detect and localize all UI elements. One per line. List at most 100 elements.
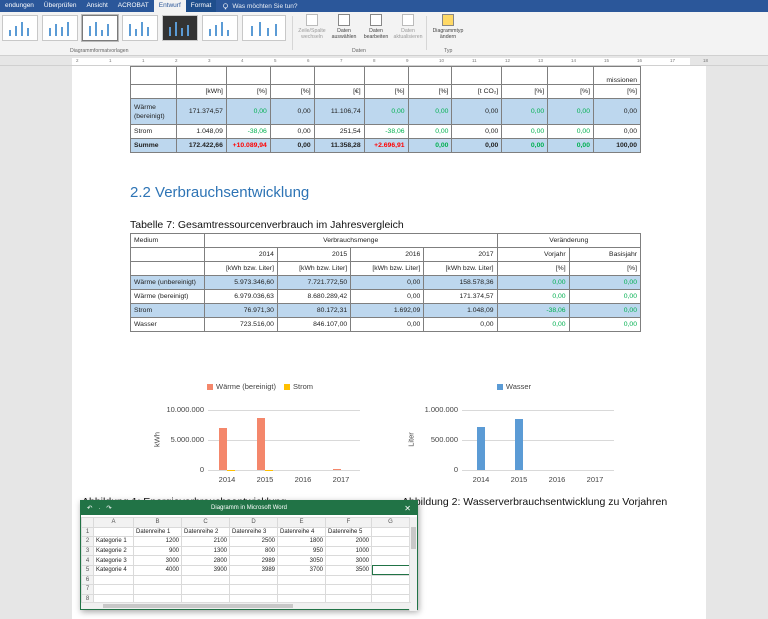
grid-cell[interactable] bbox=[277, 574, 326, 586]
horizontal-scrollbar[interactable] bbox=[81, 602, 411, 609]
grid-cell[interactable] bbox=[371, 536, 410, 547]
row-header[interactable]: 6 bbox=[81, 574, 94, 586]
grid-cell[interactable]: Kategorie 3 bbox=[93, 555, 134, 566]
switch-row-column-button[interactable]: Zeile/Spalte wechseln bbox=[296, 14, 328, 40]
grid-cell[interactable]: 3000 bbox=[325, 555, 372, 566]
column-header[interactable]: E bbox=[277, 517, 326, 528]
edit-data-button[interactable]: Daten bearbeiten bbox=[360, 14, 392, 40]
grid-cell[interactable]: 2500 bbox=[229, 536, 278, 547]
grid-cell[interactable] bbox=[133, 584, 182, 595]
row-header[interactable]: 7 bbox=[81, 584, 94, 595]
table-cell: 0,00 bbox=[451, 138, 503, 153]
column-header[interactable]: F bbox=[325, 517, 372, 528]
energy-chart[interactable]: Wärme (bereinigt) Strom 0 5.000.000 10.000.0… bbox=[150, 382, 370, 492]
grid-cell[interactable] bbox=[181, 584, 230, 595]
grid-cell[interactable]: 1000 bbox=[325, 545, 372, 557]
column-header[interactable]: G bbox=[371, 517, 410, 528]
grid-cell[interactable]: Datenreihe 4 bbox=[277, 526, 326, 538]
grid-cell[interactable]: 3500 bbox=[325, 564, 372, 576]
tab-5[interactable]: Format bbox=[185, 0, 217, 12]
chart-style-thumb-5[interactable] bbox=[162, 15, 198, 41]
table-cell: 0,00 bbox=[547, 124, 594, 139]
grid-cell[interactable] bbox=[93, 526, 134, 538]
row-header[interactable]: 1 bbox=[81, 526, 94, 538]
grid-cell[interactable] bbox=[277, 584, 326, 595]
tab-2[interactable]: Ansicht bbox=[86, 2, 108, 9]
close-icon[interactable]: ✕ bbox=[404, 503, 411, 513]
grid-cell[interactable] bbox=[371, 555, 410, 566]
bar[interactable] bbox=[477, 426, 485, 470]
grid-cell[interactable]: Kategorie 4 bbox=[93, 564, 134, 576]
grid-cell[interactable]: 3989 bbox=[229, 564, 278, 576]
grid-cell[interactable] bbox=[229, 574, 278, 586]
grid-cell[interactable]: 2100 bbox=[181, 536, 230, 547]
grid-cell[interactable] bbox=[93, 574, 134, 586]
tab-4[interactable]: Entwurf bbox=[153, 0, 186, 12]
grid-cell[interactable]: 1300 bbox=[181, 545, 230, 557]
row-header[interactable]: 3 bbox=[81, 545, 94, 557]
chart-style-thumb-1[interactable] bbox=[2, 15, 38, 41]
column-header[interactable]: D bbox=[229, 517, 278, 528]
table-cell: 11.106,74 bbox=[313, 98, 365, 125]
chart-style-thumb-2[interactable] bbox=[42, 15, 78, 41]
grid-cell[interactable]: Datenreihe 2 bbox=[181, 526, 230, 538]
bar[interactable] bbox=[515, 419, 523, 470]
grid-cell[interactable] bbox=[371, 526, 410, 538]
grid-cell[interactable]: Kategorie 2 bbox=[93, 545, 134, 557]
grid-cell[interactable] bbox=[371, 545, 410, 557]
grid-cell[interactable] bbox=[325, 584, 372, 595]
grid-cell[interactable] bbox=[371, 574, 410, 586]
grid-cell[interactable]: 3050 bbox=[277, 555, 326, 566]
bar[interactable] bbox=[219, 428, 227, 470]
grid-cell[interactable] bbox=[93, 584, 134, 595]
chart-style-thumb-4[interactable] bbox=[122, 15, 158, 41]
bar[interactable] bbox=[257, 417, 265, 470]
tell-me-box[interactable]: Was möchten Sie tun? bbox=[222, 3, 298, 10]
column-header[interactable]: A bbox=[93, 517, 134, 528]
grid-cell[interactable] bbox=[133, 574, 182, 586]
bar[interactable] bbox=[333, 468, 341, 470]
tab-3[interactable]: ACROBAT bbox=[117, 2, 149, 9]
grid-cell[interactable]: Datenreihe 5 bbox=[325, 526, 372, 538]
chart-style-thumb-3[interactable] bbox=[82, 15, 118, 41]
grid-cell[interactable] bbox=[371, 564, 410, 576]
grid-cell[interactable]: 2000 bbox=[325, 536, 372, 547]
grid-cell[interactable]: Datenreihe 1 bbox=[133, 526, 182, 538]
row-header[interactable]: 5 bbox=[81, 564, 94, 576]
grid-cell[interactable]: 2800 bbox=[181, 555, 230, 566]
vertical-scrollbar[interactable] bbox=[409, 517, 417, 611]
refresh-data-button[interactable]: Daten aktualisieren bbox=[392, 14, 424, 40]
chart-style-thumb-7[interactable] bbox=[242, 15, 286, 41]
grid-cell[interactable]: 3900 bbox=[181, 564, 230, 576]
grid-cell[interactable]: 3000 bbox=[133, 555, 182, 566]
grid-cell[interactable]: 800 bbox=[229, 545, 278, 557]
water-chart[interactable]: Wasser 0 500.000 1.000.000 2014 2015 2016 2017 L… bbox=[404, 382, 624, 492]
grid-cell[interactable]: 950 bbox=[277, 545, 326, 557]
grid-cell[interactable]: Kategorie 1 bbox=[93, 536, 134, 547]
grid-cell[interactable]: 2989 bbox=[229, 555, 278, 566]
column-header[interactable]: B bbox=[133, 517, 182, 528]
grid-cell[interactable]: Datenreihe 3 bbox=[229, 526, 278, 538]
column-header[interactable] bbox=[81, 517, 94, 528]
column-header[interactable]: C bbox=[181, 517, 230, 528]
grid-cell[interactable] bbox=[181, 574, 230, 586]
grid-cell[interactable] bbox=[325, 574, 372, 586]
chart-style-thumb-6[interactable] bbox=[202, 15, 238, 41]
grid-cell[interactable]: 1200 bbox=[133, 536, 182, 547]
grid-cell[interactable] bbox=[371, 584, 410, 595]
unit-cell: [kWh bzw. Liter] bbox=[350, 261, 425, 276]
select-data-button[interactable]: Daten auswählen bbox=[328, 14, 360, 40]
grid-cell[interactable]: 4000 bbox=[133, 564, 182, 576]
grid-cell[interactable] bbox=[229, 584, 278, 595]
excel-grid[interactable]: A B C D E F G 1 Datenreihe 1 Datenreihe 2 Datenrei… bbox=[81, 517, 410, 605]
grid-cell[interactable]: 900 bbox=[133, 545, 182, 557]
tab-0[interactable]: endungen bbox=[5, 2, 34, 9]
tab-1[interactable]: Überprüfen bbox=[43, 2, 77, 9]
row-header[interactable]: 4 bbox=[81, 555, 94, 566]
row-header[interactable]: 2 bbox=[81, 536, 94, 547]
excel-quick-access[interactable]: ↶ · ↷ bbox=[87, 505, 114, 512]
change-chart-type-button[interactable]: Diagrammtyp ändern bbox=[430, 14, 466, 40]
grid-cell[interactable]: 3700 bbox=[277, 564, 326, 576]
grid-cell[interactable]: 1800 bbox=[277, 536, 326, 547]
